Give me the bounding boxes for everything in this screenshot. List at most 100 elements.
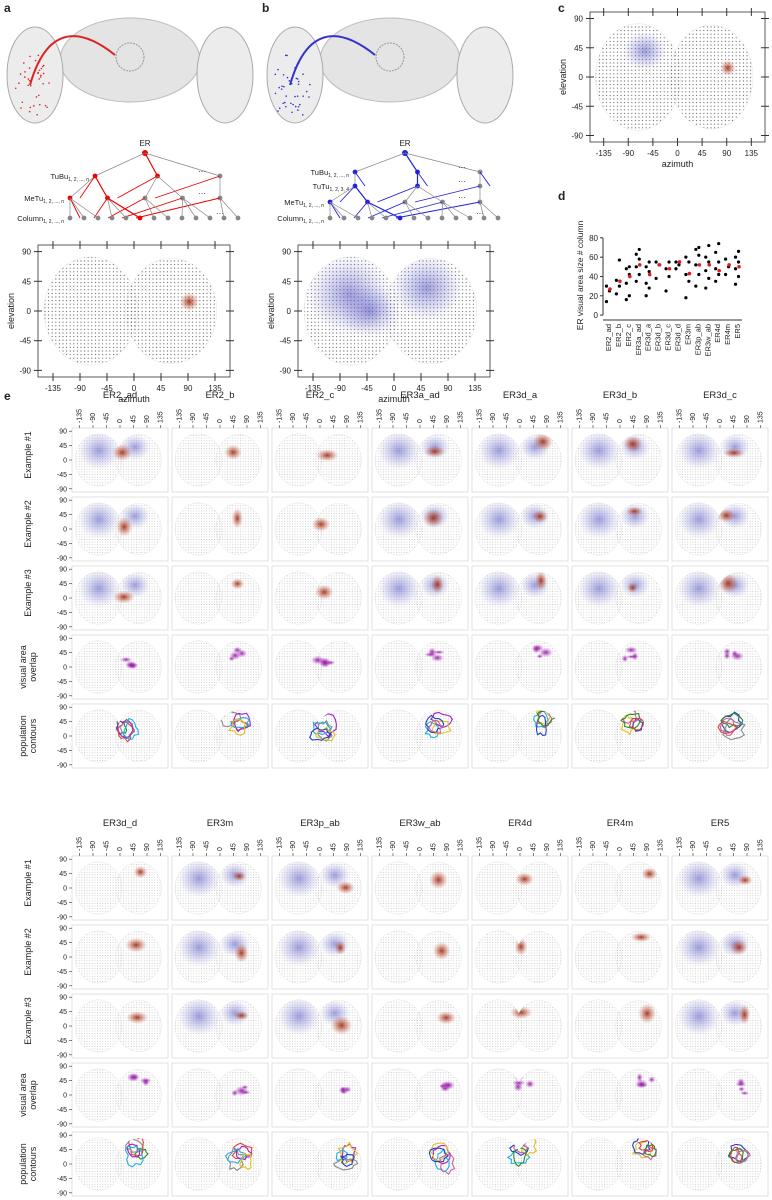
visual-map <box>371 703 469 769</box>
x-tick-label: -135 <box>77 409 84 423</box>
y-tick-label: -90 <box>57 555 67 562</box>
visual-map <box>671 1062 769 1128</box>
map-frame <box>271 565 369 631</box>
neuron-dot <box>298 62 300 64</box>
x-tick-label: 135 <box>358 839 365 851</box>
tree-edge <box>414 185 481 203</box>
data-point <box>694 284 698 288</box>
map-overlay <box>432 941 451 961</box>
data-point <box>647 270 651 274</box>
tree-node <box>439 215 445 221</box>
tree-edge <box>417 185 443 203</box>
x-tick-label: -90 <box>390 841 397 851</box>
eye-field <box>115 641 162 693</box>
population-contour <box>134 1148 149 1160</box>
x-tick-label: -45 <box>704 413 711 423</box>
activity-blob <box>631 651 639 661</box>
tree-edge <box>69 197 99 219</box>
y-tick-label: 0 <box>63 1162 67 1169</box>
x-tick-label: 45 <box>631 843 638 851</box>
activity-blob <box>648 1076 656 1083</box>
neuron-dot <box>42 72 45 75</box>
x-tick-label: 0 <box>392 384 397 393</box>
data-point <box>634 265 638 269</box>
map-overlay <box>439 1080 455 1092</box>
data-point <box>687 260 691 264</box>
tree-edge <box>479 201 499 219</box>
tree-edge <box>144 197 155 219</box>
y-tick-label: -90 <box>57 983 67 990</box>
neuron-dot <box>291 111 293 114</box>
population-contour <box>431 720 452 735</box>
x-tick-label: -45 <box>204 841 211 851</box>
tree-edge <box>329 201 345 219</box>
y-tick-label: -45 <box>571 102 583 111</box>
eye-field <box>174 640 222 694</box>
tree-edge <box>69 197 81 219</box>
x-tick-label: 90 <box>244 843 251 851</box>
mean-point <box>697 263 702 267</box>
activity-blob <box>622 31 667 71</box>
neuron-dot <box>297 80 300 83</box>
data-point <box>634 279 638 283</box>
tree-level-label: TuBu1, 2, ..., n <box>310 168 349 179</box>
neuron-dot <box>39 76 42 78</box>
eye-field <box>574 640 622 694</box>
neuron-dot <box>302 95 304 97</box>
population-contour <box>424 714 445 734</box>
visual-map <box>471 993 569 1059</box>
visual-map <box>571 634 669 700</box>
activity-blob <box>178 930 220 967</box>
activity-blob <box>239 1090 252 1095</box>
x-tick-label: 90 <box>344 843 351 851</box>
neuron-dot <box>296 95 299 97</box>
visual-map: 90 45 0 -45 -90 <box>57 703 169 769</box>
x-tick-label: 135 <box>158 839 165 851</box>
activity-blob <box>512 1079 526 1086</box>
neuron-dot <box>19 73 22 75</box>
map-frame <box>371 1062 469 1128</box>
activity-blob <box>320 931 350 957</box>
data-point <box>637 257 641 261</box>
visual-map <box>671 565 769 631</box>
tree-edge <box>79 175 96 199</box>
visual-map <box>271 924 369 990</box>
tree-level-label: Column1, 2, ..., n <box>277 214 324 225</box>
population-contour <box>340 1153 355 1168</box>
y-tick-label: 90 <box>22 248 31 257</box>
visual-map: 90 45 0 -45 -90 <box>57 496 169 562</box>
x-tick-label: -45 <box>104 841 111 851</box>
map-overlay <box>224 444 243 460</box>
x-tick-label: 90 <box>544 843 551 851</box>
column-title: ER2_b <box>205 390 234 401</box>
map-overlay <box>578 571 650 608</box>
tree-edge <box>367 201 401 219</box>
visual-map <box>271 634 369 700</box>
visual-map <box>271 1131 369 1197</box>
tree-edge <box>94 152 146 177</box>
population-contour <box>717 721 738 734</box>
neuron-dot <box>29 55 31 58</box>
activity-blob <box>179 292 199 312</box>
map-overlay <box>424 647 445 662</box>
map-overlay <box>478 433 553 470</box>
tree-edge <box>339 185 356 203</box>
column-title: ER3m <box>207 818 233 829</box>
map-frame <box>171 993 269 1059</box>
activity-blob <box>429 870 448 890</box>
data-point <box>733 282 738 286</box>
activity-blob <box>636 1072 643 1083</box>
map-frame <box>371 924 469 990</box>
eye-field <box>715 1069 762 1121</box>
eye-field <box>74 999 122 1053</box>
map-overlay <box>678 861 753 898</box>
tree-node <box>95 215 101 221</box>
activity-blob <box>116 517 133 537</box>
x-tick-label: 135 <box>258 839 265 851</box>
tree-node <box>411 215 417 221</box>
eye-field <box>174 502 222 556</box>
activity-blob <box>478 571 520 608</box>
brain-lobe <box>6 26 64 124</box>
visual-map <box>371 1131 469 1197</box>
neuron-dot <box>38 78 40 80</box>
